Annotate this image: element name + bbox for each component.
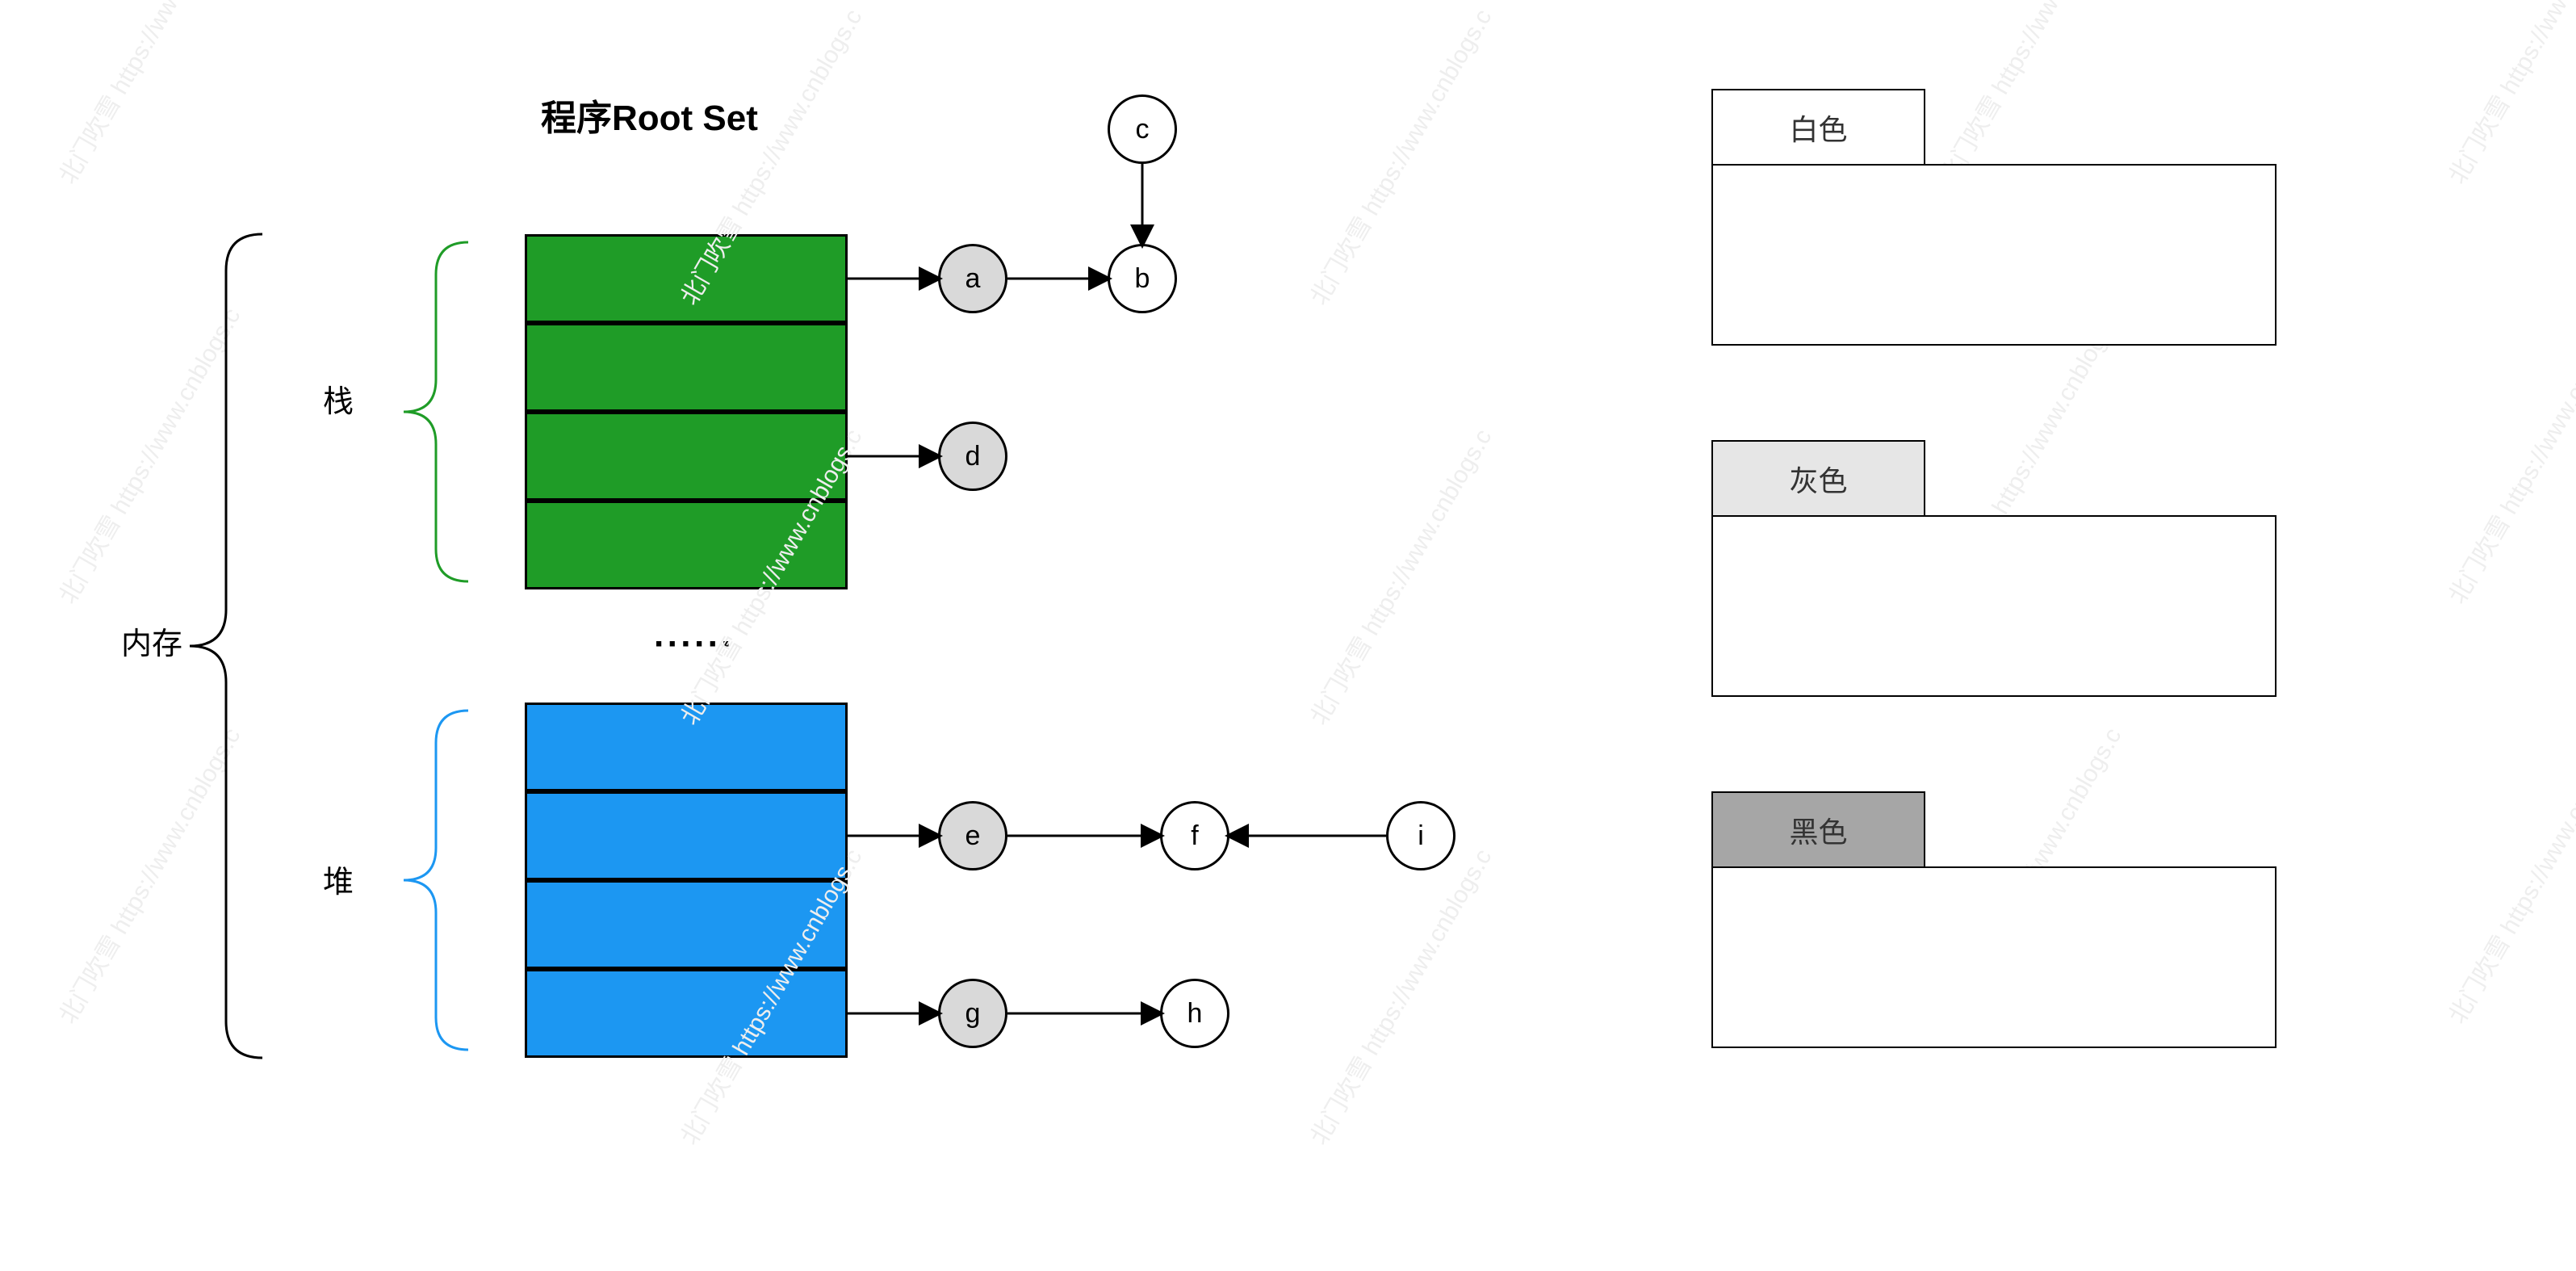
label-memory: 内存 — [121, 619, 182, 663]
legend-white-label: 白色 — [1789, 107, 1847, 149]
ellipsis-dots: ······ — [654, 624, 735, 665]
node-c-label: c — [1136, 114, 1150, 145]
node-f-label: f — [1191, 820, 1198, 852]
stack-cell-3 — [525, 501, 848, 589]
svg-text:北门吹雪 https://www.cnblogs.c: 北门吹雪 https://www.cnblogs.c — [54, 724, 245, 1028]
stack-cell-1 — [525, 323, 848, 412]
label-heap: 堆 — [323, 857, 354, 901]
svg-text:北门吹雪 https://www.cnblogs.c: 北门吹雪 https://www.cnblogs.c — [2444, 0, 2576, 188]
svg-text:北门吹雪 https://www.cnblogs.c: 北门吹雪 https://www.cnblogs.c — [1305, 425, 1497, 729]
node-d: d — [938, 422, 1007, 491]
node-b-label: b — [1135, 263, 1150, 295]
legend-white-tab: 白色 — [1711, 89, 1925, 166]
svg-text:北门吹雪 https://www.cnblogs.c: 北门吹雪 https://www.cnblogs.c — [1305, 845, 1497, 1149]
node-f: f — [1160, 801, 1229, 870]
svg-text:北门吹雪 https://www.cnblogs.c: 北门吹雪 https://www.cnblogs.c — [54, 304, 245, 608]
node-g-label: g — [965, 998, 981, 1030]
node-a: a — [938, 244, 1007, 313]
legend-gray-label: 灰色 — [1789, 458, 1847, 500]
heap-cell-3 — [525, 969, 848, 1058]
heap-cell-0 — [525, 703, 848, 791]
heap-cell-2 — [525, 880, 848, 969]
legend-gray-tab: 灰色 — [1711, 440, 1925, 517]
svg-text:北门吹雪 https://www.cnblogs.c: 北门吹雪 https://www.cnblogs.c — [2444, 724, 2576, 1028]
svg-text:北门吹雪 https://www.cnblogs.c: 北门吹雪 https://www.cnblogs.c — [1935, 0, 2126, 188]
diagram-canvas: 程序Root Set 内存 栈 堆 ······ a b c d e f g h… — [0, 0, 2576, 1271]
node-b: b — [1108, 244, 1177, 313]
heap-cell-1 — [525, 791, 848, 880]
svg-text:北门吹雪 https://www.cnblogs.c: 北门吹雪 https://www.cnblogs.c — [2444, 304, 2576, 608]
node-i-label: i — [1418, 820, 1424, 852]
node-c: c — [1108, 94, 1177, 164]
node-e: e — [938, 801, 1007, 870]
legend-black-label: 黑色 — [1789, 809, 1847, 851]
legend-black-tab: 黑色 — [1711, 791, 1925, 868]
legend-gray-body — [1711, 515, 2277, 697]
node-h: h — [1160, 979, 1229, 1048]
diagram-title: 程序Root Set — [541, 89, 758, 141]
stack-cell-0 — [525, 234, 848, 323]
svg-text:北门吹雪 https://www.cnblogs.c: 北门吹雪 https://www.cnblogs.c — [54, 0, 245, 188]
node-a-label: a — [965, 263, 981, 295]
node-i: i — [1386, 801, 1456, 870]
legend-white-body — [1711, 164, 2277, 346]
legend-black-body — [1711, 866, 2277, 1048]
label-stack: 栈 — [323, 376, 354, 421]
node-h-label: h — [1187, 998, 1203, 1030]
node-e-label: e — [965, 820, 981, 852]
node-d-label: d — [965, 441, 981, 472]
node-g: g — [938, 979, 1007, 1048]
stack-cell-2 — [525, 412, 848, 501]
svg-text:北门吹雪 https://www.cnblogs.c: 北门吹雪 https://www.cnblogs.c — [1305, 5, 1497, 309]
